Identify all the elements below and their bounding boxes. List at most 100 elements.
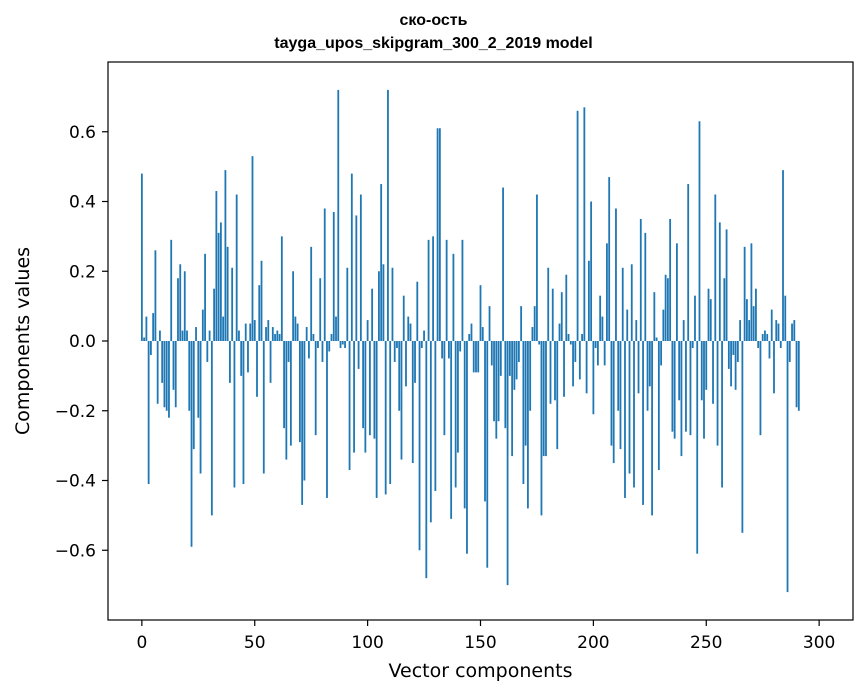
- bar: [262, 341, 265, 474]
- bar: [678, 341, 681, 401]
- bar: [545, 341, 547, 457]
- bar: [222, 316, 225, 341]
- bar: [249, 323, 252, 341]
- bar: [504, 341, 507, 429]
- bar: [793, 320, 796, 341]
- bar: [750, 243, 753, 341]
- bar: [669, 218, 672, 341]
- bar: [615, 208, 617, 341]
- bar: [506, 341, 509, 586]
- bar: [366, 320, 369, 341]
- bar: [764, 330, 766, 341]
- bar: [294, 316, 297, 341]
- bar: [707, 288, 710, 341]
- bar: [761, 334, 764, 341]
- bar: [229, 341, 231, 383]
- bar: [418, 341, 421, 551]
- bar: [495, 341, 498, 439]
- bar: [554, 341, 556, 401]
- bar: [725, 229, 728, 341]
- bar: [384, 341, 387, 495]
- bar: [330, 334, 333, 341]
- bar: [662, 309, 665, 341]
- y-axis-label: Components values: [12, 247, 34, 435]
- bar: [389, 341, 392, 484]
- bar: [475, 341, 477, 373]
- bar: [538, 341, 541, 345]
- bar: [235, 194, 238, 341]
- bar: [454, 341, 457, 488]
- bar: [531, 327, 534, 341]
- bar: [648, 341, 651, 387]
- bar: [353, 341, 355, 453]
- bar: [210, 341, 213, 516]
- bar: [499, 341, 502, 376]
- bar: [730, 341, 732, 387]
- bar: [443, 341, 446, 436]
- bar: [705, 341, 708, 390]
- bar: [587, 260, 590, 341]
- bar: [276, 330, 279, 341]
- bar: [312, 334, 315, 341]
- bar: [556, 341, 559, 450]
- bar: [429, 341, 432, 523]
- bar: [357, 341, 360, 369]
- bar: [797, 341, 800, 411]
- bar: [515, 341, 518, 380]
- bar: [745, 299, 748, 341]
- bar: [644, 232, 647, 341]
- bar: [653, 292, 656, 341]
- bar: [748, 320, 751, 341]
- bar: [215, 191, 218, 341]
- bar: [752, 306, 755, 341]
- bar: [165, 341, 168, 411]
- bar: [574, 341, 577, 362]
- bar: [689, 341, 692, 436]
- bar: [219, 222, 222, 341]
- bar: [703, 341, 705, 439]
- x-tick-label: 250: [690, 633, 722, 653]
- bar: [251, 156, 254, 341]
- bar: [601, 316, 604, 341]
- bar: [436, 128, 439, 341]
- bar: [242, 341, 245, 484]
- bar: [450, 341, 453, 519]
- bar: [411, 341, 414, 464]
- bar: [314, 341, 317, 436]
- bar: [585, 341, 588, 394]
- bar: [481, 327, 484, 341]
- bar: [606, 243, 608, 341]
- bar: [267, 320, 270, 341]
- bar: [147, 341, 150, 484]
- bar: [488, 306, 491, 341]
- bar: [405, 341, 407, 387]
- bar: [396, 341, 398, 348]
- bar: [685, 341, 687, 432]
- bar: [240, 341, 243, 376]
- y-tick-label: −0.4: [55, 472, 96, 492]
- bar: [393, 341, 396, 362]
- bar: [271, 327, 274, 341]
- bar: [154, 250, 157, 341]
- x-tick-label: 200: [577, 633, 609, 653]
- bar: [624, 341, 626, 498]
- bar: [459, 341, 462, 352]
- bar: [432, 236, 434, 341]
- bar: [362, 341, 365, 429]
- bar: [540, 341, 543, 516]
- bar: [517, 341, 520, 362]
- bar: [328, 341, 331, 352]
- bar: [217, 232, 220, 341]
- bar: [409, 323, 412, 341]
- bar: [603, 341, 606, 366]
- bar: [177, 278, 179, 341]
- bar: [265, 327, 267, 341]
- bar: [569, 341, 572, 345]
- bar: [578, 341, 581, 380]
- bar: [441, 341, 444, 359]
- bar: [655, 337, 658, 341]
- bar: [188, 341, 191, 411]
- bar: [635, 320, 638, 341]
- bar: [680, 341, 683, 457]
- bar: [768, 341, 771, 359]
